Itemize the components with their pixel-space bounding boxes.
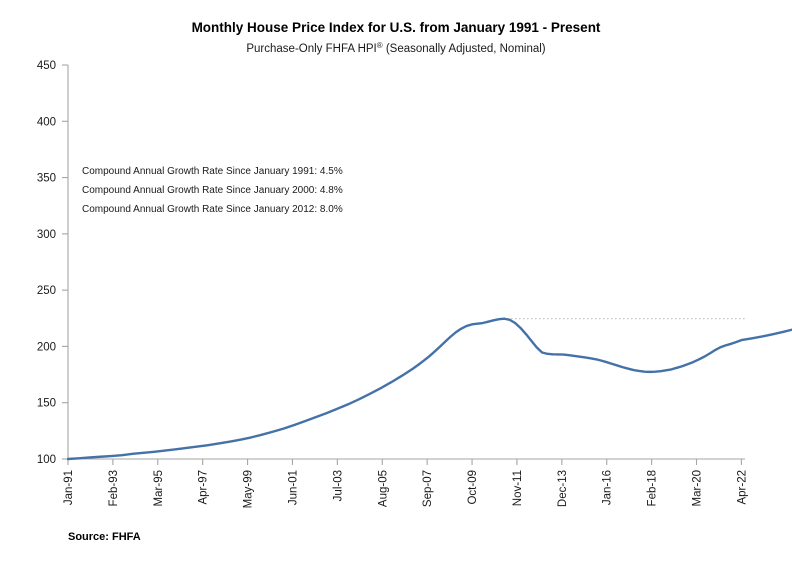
x-tick-label: Apr-22 <box>736 470 748 505</box>
chart-subtitle-main: Purchase-Only FHFA HPI <box>246 43 376 55</box>
x-tick-label: Mar-95 <box>153 470 165 506</box>
x-tick-label: Oct-09 <box>467 470 479 505</box>
x-axis: Jan-91 Feb-93 Mar-95 Apr-97 May-99 Jun-01 Jul-… <box>63 459 748 508</box>
x-tick-label: Jul-03 <box>332 470 344 501</box>
cagr-annotation-line: Compound Annual Growth Rate Since Januar… <box>82 185 343 196</box>
chart-title: Monthly House Price Index for U.S. from … <box>192 20 601 35</box>
x-tick-label: Apr-97 <box>198 470 210 505</box>
registered-trademark-icon: ® <box>377 41 383 50</box>
x-tick-label: Jan-91 <box>63 470 75 505</box>
y-tick-label: 350 <box>37 173 56 185</box>
x-tick-label: Feb-18 <box>647 470 659 506</box>
hpi-series-line <box>66 317 792 461</box>
chart-subtitle: Purchase-Only FHFA HPI® (Seasonally Adju… <box>246 41 545 56</box>
y-tick-label: 450 <box>37 60 56 72</box>
x-tick-label: Aug-05 <box>377 470 389 507</box>
y-tick-label: 250 <box>37 285 56 297</box>
hpi-line-path <box>66 317 792 461</box>
x-tick-label: Sep-07 <box>422 470 434 507</box>
y-tick-label: 300 <box>37 229 56 241</box>
y-tick-label: 400 <box>37 116 56 128</box>
chart-subtitle-tail: (Seasonally Adjusted, Nominal) <box>383 43 546 55</box>
x-tick-label: Mar-20 <box>692 470 704 506</box>
cagr-annotations: Compound Annual Growth Rate Since Januar… <box>82 166 343 215</box>
y-tick-label: 100 <box>37 454 56 466</box>
y-tick-label: 150 <box>37 398 56 410</box>
cagr-annotation-line: Compound Annual Growth Rate Since Januar… <box>82 166 343 177</box>
cagr-annotation-line: Compound Annual Growth Rate Since Januar… <box>82 204 343 215</box>
x-tick-label: Dec-13 <box>557 470 569 507</box>
x-tick-label: May-99 <box>243 470 255 508</box>
y-tick-label: 200 <box>37 341 56 353</box>
x-tick-label: Jan-16 <box>602 470 614 505</box>
x-tick-label: Nov-11 <box>512 470 524 506</box>
x-tick-label: Feb-93 <box>108 470 120 506</box>
y-axis: 100 150 200 250 300 350 400 450 <box>37 60 68 466</box>
source-label: Source: FHFA <box>68 531 141 543</box>
x-tick-label: Jun-01 <box>287 470 299 505</box>
